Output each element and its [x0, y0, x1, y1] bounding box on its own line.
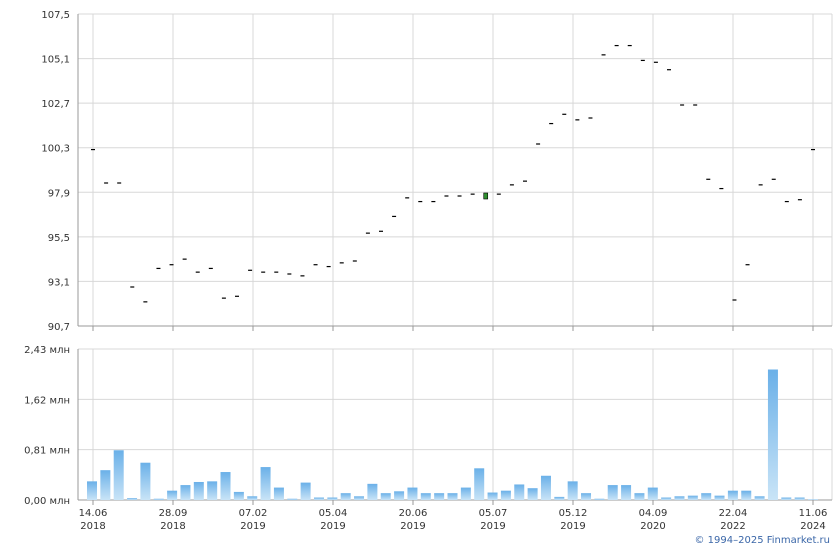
price-y-tick-label: 93,1	[48, 277, 70, 288]
volume-bar	[220, 472, 231, 500]
volume-bar	[487, 492, 498, 500]
volume-grid	[77, 348, 833, 505]
volume-y-tick-label: 0,81 млн	[24, 446, 70, 457]
x-tick-year: 2019	[480, 521, 505, 532]
x-tick-date: 05.04	[319, 508, 348, 519]
volume-bar	[247, 496, 258, 500]
price-grid	[77, 13, 833, 331]
volume-y-tick-label: 2,43 млн	[24, 345, 70, 356]
volume-bar	[167, 490, 178, 500]
price-y-tick-label: 102,7	[41, 99, 70, 110]
x-tick-year: 2020	[640, 521, 665, 532]
volume-bar	[113, 450, 124, 500]
volume-bar	[594, 498, 605, 500]
volume-bar	[607, 485, 618, 500]
price-series	[91, 44, 815, 303]
volume-y-tick-label: 0,00 млн	[24, 496, 70, 507]
volume-y-axis: 2,43 млн 1,62 млн 0,81 млн 0,00 млн	[24, 345, 70, 507]
volume-bar	[754, 496, 765, 500]
price-panel: 107,5 105,1 102,7 100,3 97,9 95,5 93,1 90,7	[41, 10, 833, 333]
date-x-axis: 14.06 2018 28.09 2018 07.02 2019 05.04 2019 20.0…	[79, 508, 828, 532]
volume-bar	[634, 493, 645, 500]
price-y-tick-label: 95,5	[48, 233, 70, 244]
volume-bar	[287, 498, 298, 500]
price-y-tick-label: 107,5	[41, 10, 70, 21]
volume-bar	[394, 491, 405, 500]
volume-bar	[233, 491, 244, 500]
volume-bar	[767, 369, 778, 500]
volume-bar	[460, 487, 471, 500]
volume-bar	[514, 484, 525, 500]
x-tick-year: 2022	[720, 521, 745, 532]
volume-bar	[701, 493, 712, 500]
volume-bar	[581, 493, 592, 500]
x-tick-year: 2019	[400, 521, 425, 532]
x-tick-date: 05.12	[559, 508, 588, 519]
volume-bar	[354, 496, 365, 500]
x-tick-year: 2018	[80, 521, 105, 532]
volume-bar	[794, 497, 805, 500]
volume-bar	[741, 490, 752, 500]
volume-bar	[420, 493, 431, 500]
price-y-tick-label: 105,1	[41, 55, 70, 66]
volume-bar	[647, 487, 658, 500]
volume-bar	[87, 481, 97, 500]
volume-bar	[500, 490, 511, 500]
volume-bar	[714, 495, 725, 500]
volume-y-tick-label: 1,62 млн	[24, 395, 70, 406]
price-y-tick-label: 90,7	[48, 322, 70, 333]
volume-bar	[300, 482, 311, 500]
x-tick-year: 2019	[320, 521, 345, 532]
volume-bar	[340, 493, 351, 500]
x-tick-date: 04.09	[639, 508, 668, 519]
copyright-text: © 1994–2025 Finmarket.ru	[694, 535, 830, 546]
volume-series	[87, 369, 818, 500]
volume-bar	[127, 498, 138, 500]
volume-bar	[434, 493, 445, 500]
x-tick-date: 14.06	[79, 508, 108, 519]
volume-bar	[674, 496, 685, 500]
volume-bar	[781, 497, 792, 500]
volume-bar	[260, 467, 271, 500]
price-y-tick-label: 97,9	[48, 188, 70, 199]
volume-bar	[727, 490, 738, 500]
volume-bar	[153, 498, 164, 500]
volume-bar	[273, 487, 284, 500]
volume-bar	[661, 497, 672, 500]
volume-bar	[808, 499, 818, 500]
price-y-tick-label: 100,3	[41, 144, 70, 155]
volume-bar	[567, 481, 578, 500]
volume-bar	[621, 485, 632, 500]
volume-bar	[207, 481, 218, 500]
volume-bar	[527, 488, 538, 500]
volume-bar	[687, 495, 698, 500]
x-tick-date: 05.07	[479, 508, 508, 519]
volume-bar	[554, 496, 565, 500]
x-tick-date: 20.06	[399, 508, 428, 519]
volume-bar	[327, 497, 338, 500]
price-point-highlight	[483, 192, 489, 200]
x-tick-year: 2019	[560, 521, 585, 532]
price-y-axis: 107,5 105,1 102,7 100,3 97,9 95,5 93,1 90,7	[41, 10, 70, 333]
x-tick-year: 2024	[800, 521, 825, 532]
x-tick-date: 07.02	[239, 508, 268, 519]
volume-bar	[180, 485, 191, 500]
x-tick-year: 2018	[160, 521, 185, 532]
volume-bar	[407, 487, 418, 500]
volume-bar	[193, 481, 204, 500]
x-tick-date: 11.06	[799, 508, 828, 519]
volume-bar	[313, 497, 324, 500]
volume-bar	[474, 468, 485, 500]
volume-bar	[447, 493, 458, 500]
x-tick-year: 2019	[240, 521, 265, 532]
x-tick-date: 28.09	[159, 508, 188, 519]
volume-bar	[367, 483, 378, 500]
volume-bar	[100, 470, 111, 500]
volume-bar	[140, 462, 151, 500]
volume-bar	[380, 493, 391, 500]
volume-bar	[540, 475, 551, 500]
volume-panel: 2,43 млн 1,62 млн 0,81 млн 0,00 млн 14.06 20…	[24, 345, 833, 532]
x-tick-date: 22.04	[719, 508, 748, 519]
